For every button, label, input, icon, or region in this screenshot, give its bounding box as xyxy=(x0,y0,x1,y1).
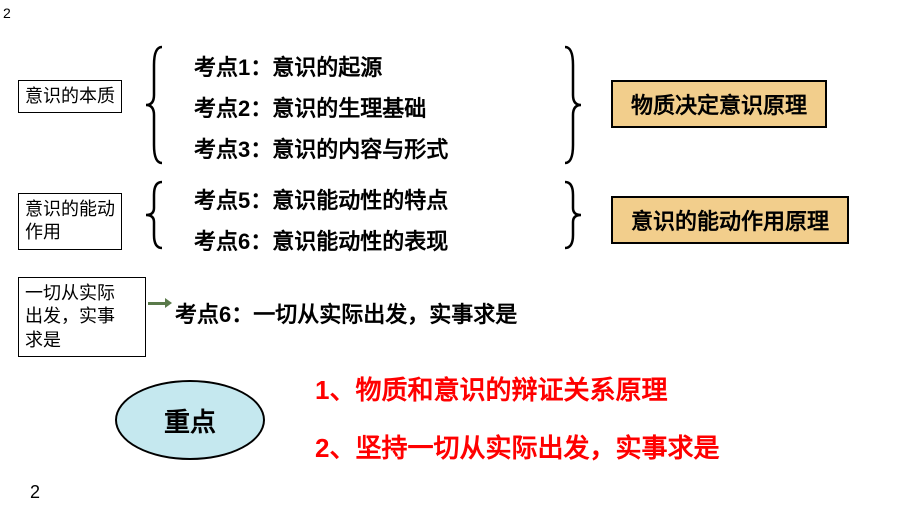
brace-right-icon xyxy=(557,180,587,250)
arrow-icon xyxy=(148,302,166,305)
principle-box-2: 意识的能动作用原理 xyxy=(611,196,849,244)
topic-box-from-reality: 一切从实际 出发，实事 求是 xyxy=(18,277,146,357)
focus-ellipse: 重点 xyxy=(115,380,265,460)
exam-point-5: 考点5：意识能动性的特点 xyxy=(194,183,448,215)
focus-item-2: 2、坚持一切从实际出发，实事求是 xyxy=(315,428,719,465)
brace-right-icon xyxy=(557,45,587,165)
exam-point-2: 考点2：意识的生理基础 xyxy=(194,91,426,123)
exam-point-3: 考点3：意识的内容与形式 xyxy=(194,132,448,164)
focus-label: 重点 xyxy=(164,402,216,439)
topic-box-essence: 意识的本质 xyxy=(18,80,122,113)
exam-point-6b: 考点6：一切从实际出发，实事求是 xyxy=(175,297,517,329)
exam-point-6a: 考点6：意识能动性的表现 xyxy=(194,224,448,256)
exam-point-1: 考点1：意识的起源 xyxy=(194,50,382,82)
page-number-top: 2 xyxy=(3,5,11,21)
brace-left-icon xyxy=(140,45,170,165)
topic-box-active-role: 意识的能动 作用 xyxy=(18,193,122,250)
focus-item-1: 1、物质和意识的辩证关系原理 xyxy=(315,370,667,407)
principle-box-1: 物质决定意识原理 xyxy=(611,80,827,128)
page-number-bottom: 2 xyxy=(30,482,40,503)
brace-left-icon xyxy=(140,180,170,250)
